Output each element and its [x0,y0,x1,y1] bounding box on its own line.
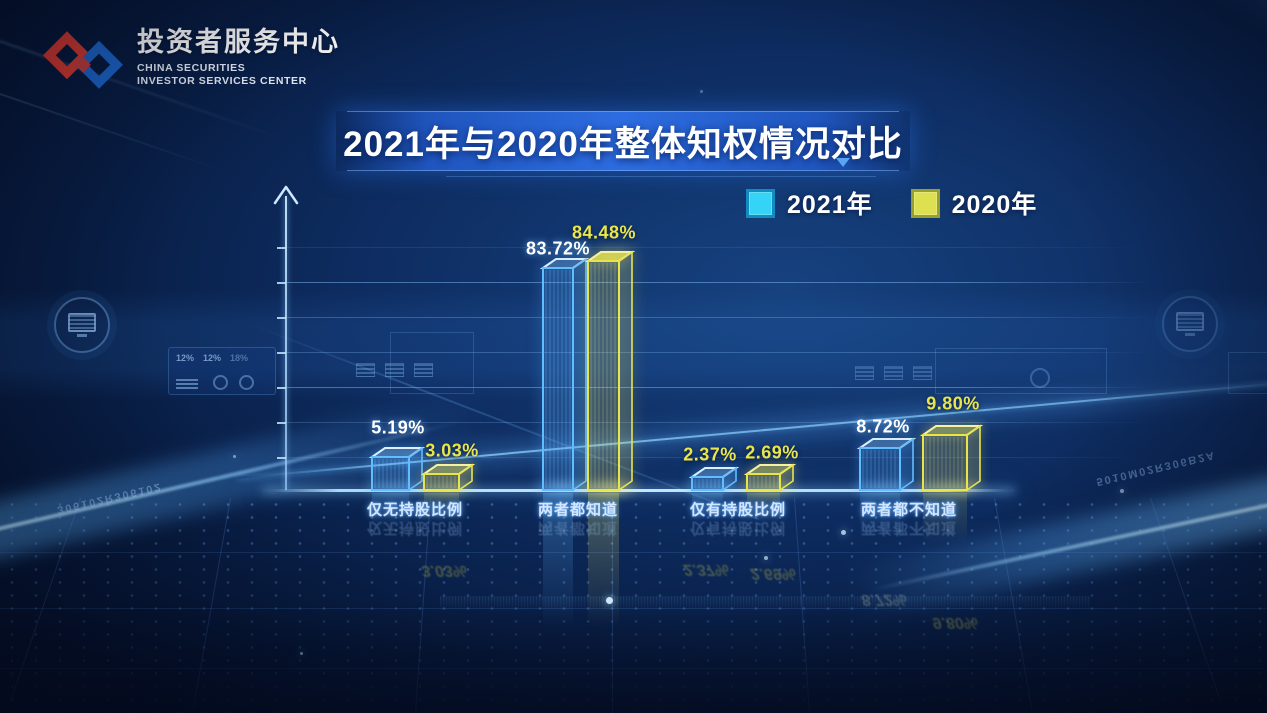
page-title: 2021年与2020年整体知权情况对比 [343,124,903,164]
value-label-2020年-group2: 2.69% [745,442,799,463]
org-name-en-line2: INVESTOR SERVICES CENTER [137,74,307,87]
glow-dot [841,530,846,535]
light-streak-top-left-2 [0,86,227,173]
value-label-2020年-group1: 84.48% [571,222,637,243]
y-axis-tick [277,317,286,319]
list-icon [884,366,903,380]
hud-panel-outline [390,332,474,394]
title-banner: 2021年与2020年整体知权情况对比 [336,111,910,171]
y-axis-tick [277,387,286,389]
gridline [287,317,1152,318]
hud-stats-panel: 12% 12% 18% [168,347,276,395]
legend-swatch-0 [746,188,775,218]
legend-item-1: 2020年 [910,185,1038,221]
value-label-2021年-group1: 83.72% [525,238,591,259]
light-beam-top-right [946,0,1267,37]
legend-swatch-1 [910,188,940,218]
bar-2020年-group2 [743,461,797,494]
bar-2021年-group3 [856,435,917,494]
floor-fade [0,600,1267,713]
hud-panel-outline [1228,352,1267,394]
gridline [287,247,1152,248]
monitor-icon [68,313,96,332]
bar-base-glow [846,476,926,500]
legend-item-0: 2021年 [746,185,873,221]
glow-dot [764,556,768,560]
hud-percent: 12% [203,353,222,363]
glow-dot [700,90,703,93]
x-axis-baseline [263,489,1015,492]
bar-2021年-group2 [688,464,740,494]
y-axis-tick [277,247,286,249]
legend-label-1: 2020年 [951,191,1038,219]
bar-base-glow [733,476,806,500]
glow-dot [606,597,613,604]
bar-2020年-group3 [919,422,984,494]
bar-base-glow [909,476,993,500]
gridline [287,282,1152,283]
y-axis-tick [277,422,286,424]
y-axis-tick [277,352,286,354]
list-icon [356,363,375,377]
y-axis-arrow-icon [273,185,299,205]
hud-mini-bars [176,379,198,389]
glow-dot [300,652,303,655]
chart-legend: 2021年 2020年 [746,185,1037,221]
monitor-circle-icon-left [54,297,110,353]
bar-base-glow [410,476,485,500]
brand-header: 投资者服务中心 CHINA SECURITIES INVESTOR SERVIC… [42,27,340,92]
glow-dot [1120,489,1124,493]
list-icon [913,366,932,380]
glow-dot [233,455,236,458]
y-axis-tick [277,282,286,284]
legend-label-0: 2021年 [787,191,873,219]
title-caret-icon [836,158,850,167]
hud-gauge-icon [213,375,228,390]
title-underline [446,176,876,177]
hud-gauge-icon [239,375,254,390]
csisc-logo-icon [43,31,123,89]
bar-base-glow [529,476,599,500]
org-name-en-line1: CHINA SECURITIES [137,61,246,74]
hud-percent: 12% [176,353,195,363]
monitor-stand-icon [77,334,87,337]
monitor-icon [1176,312,1204,331]
serial-text-right: 5010M02R306B2A [1095,448,1217,488]
monitor-circle-icon-right [1162,296,1218,352]
org-name-zh: 投资者服务中心 [137,27,340,57]
list-icon [855,366,874,380]
hud-percent: 18% [230,353,249,363]
diagonal-cross-line [254,325,760,520]
monitor-stand-icon [1185,333,1195,336]
hud-list-icons-right [855,366,932,380]
bar-base-glow [574,476,645,500]
hud-panel-outline [935,348,1107,394]
bar-base-glow [358,476,435,500]
bar-base-glow [678,476,749,500]
